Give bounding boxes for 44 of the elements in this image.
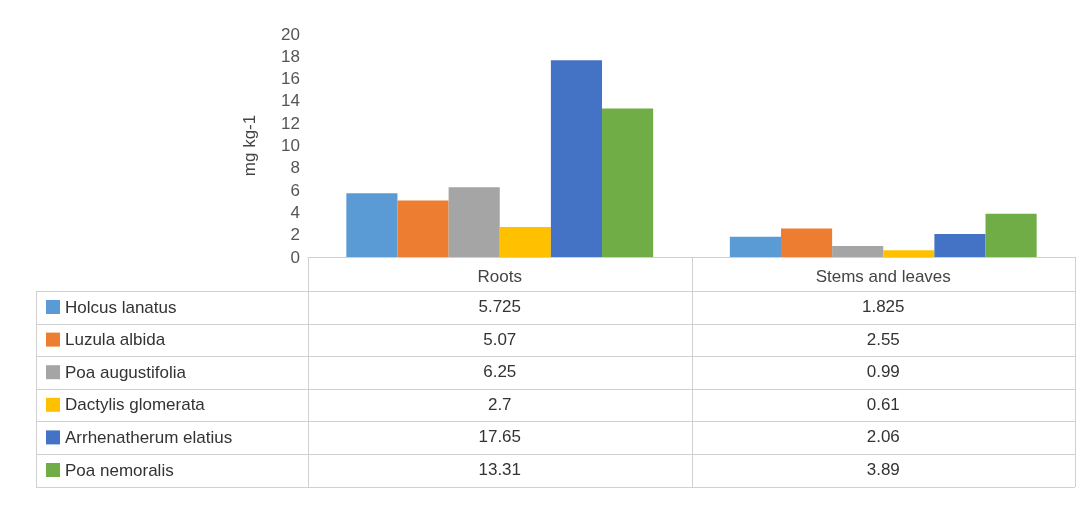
bar [397, 200, 449, 257]
data-label: 1.825 [860, 297, 906, 317]
bar [883, 250, 935, 257]
y-tick-label: 14 [281, 91, 300, 111]
data-label: 2.55 [865, 329, 901, 350]
y-axis-title: mg kg-1 [240, 114, 259, 177]
y-tick-label: 8 [290, 158, 300, 178]
data-label: 6.25 [482, 362, 518, 383]
data-label: 13.31 [477, 460, 522, 480]
y-tick-label: 18 [281, 46, 300, 66]
legend-label: Dactylis glomerata [65, 395, 206, 415]
data-label: 0.61 [865, 394, 901, 415]
data-label: 2.7 [486, 394, 513, 415]
bar [934, 234, 986, 257]
bar [729, 236, 781, 257]
bar [499, 226, 551, 257]
bar [550, 60, 603, 257]
legend-label: Poa nemoralis [65, 460, 174, 480]
y-tick-label: 4 [290, 202, 300, 222]
bar [346, 193, 398, 257]
data-label: 2.06 [865, 427, 901, 448]
x-tick-label: Stems and leaves [815, 267, 951, 286]
y-tick-label: 16 [281, 69, 300, 89]
bar [985, 213, 1037, 257]
legend-label: Holcus lanatus [65, 297, 177, 317]
legend-label: Luzula albida [65, 330, 166, 350]
data-label: 0.99 [865, 362, 901, 383]
bar [602, 108, 654, 257]
x-tick-label: Roots [477, 267, 522, 286]
y-tick-label: 12 [281, 113, 300, 133]
legend-label: Arrhenatherum elatius [65, 427, 233, 447]
data-label: 3.89 [865, 460, 901, 480]
legend-label: Poa augustifolia [65, 362, 187, 382]
data-label: 5.07 [482, 329, 518, 350]
data-label: 17.65 [477, 427, 522, 448]
y-tick-label: 10 [281, 136, 300, 155]
y-tick-label: 6 [290, 180, 300, 200]
y-tick-label: 0 [290, 247, 300, 267]
y-tick-label: 20 [281, 24, 300, 44]
bar [448, 187, 500, 257]
y-tick-label: 2 [290, 225, 300, 245]
bar [780, 228, 833, 257]
bar [832, 245, 884, 257]
data-label: 5.725 [477, 297, 522, 317]
